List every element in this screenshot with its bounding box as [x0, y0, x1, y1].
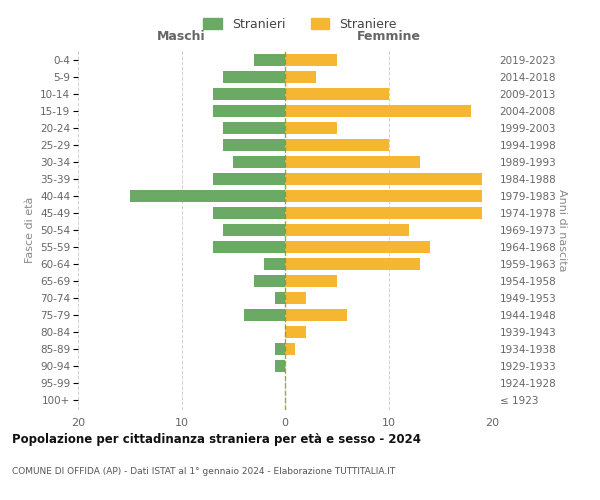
- Bar: [285, 190, 482, 202]
- Bar: [285, 71, 316, 83]
- Bar: [285, 326, 306, 338]
- Bar: [223, 71, 285, 83]
- Bar: [285, 258, 419, 270]
- Bar: [254, 54, 285, 66]
- Bar: [285, 207, 482, 219]
- Bar: [223, 224, 285, 236]
- Bar: [285, 156, 419, 168]
- Y-axis label: Fasce di età: Fasce di età: [25, 197, 35, 263]
- Bar: [285, 54, 337, 66]
- Bar: [285, 275, 337, 287]
- Bar: [223, 122, 285, 134]
- Bar: [254, 275, 285, 287]
- Bar: [223, 139, 285, 151]
- Text: Femmine: Femmine: [356, 30, 421, 43]
- Bar: [285, 139, 389, 151]
- Bar: [275, 292, 285, 304]
- Text: COMUNE DI OFFIDA (AP) - Dati ISTAT al 1° gennaio 2024 - Elaborazione TUTTITALIA.: COMUNE DI OFFIDA (AP) - Dati ISTAT al 1°…: [12, 468, 395, 476]
- Bar: [265, 258, 285, 270]
- Bar: [285, 224, 409, 236]
- Bar: [212, 88, 285, 100]
- Bar: [285, 343, 295, 355]
- Legend: Stranieri, Straniere: Stranieri, Straniere: [197, 11, 403, 37]
- Bar: [285, 105, 472, 117]
- Bar: [275, 360, 285, 372]
- Bar: [212, 241, 285, 253]
- Bar: [212, 105, 285, 117]
- Bar: [285, 309, 347, 321]
- Text: Popolazione per cittadinanza straniera per età e sesso - 2024: Popolazione per cittadinanza straniera p…: [12, 432, 421, 446]
- Bar: [285, 122, 337, 134]
- Bar: [275, 343, 285, 355]
- Bar: [212, 173, 285, 185]
- Bar: [244, 309, 285, 321]
- Text: Maschi: Maschi: [157, 30, 206, 43]
- Bar: [233, 156, 285, 168]
- Bar: [212, 207, 285, 219]
- Bar: [285, 173, 482, 185]
- Bar: [285, 88, 389, 100]
- Bar: [285, 241, 430, 253]
- Bar: [130, 190, 285, 202]
- Y-axis label: Anni di nascita: Anni di nascita: [557, 188, 568, 271]
- Bar: [285, 292, 306, 304]
